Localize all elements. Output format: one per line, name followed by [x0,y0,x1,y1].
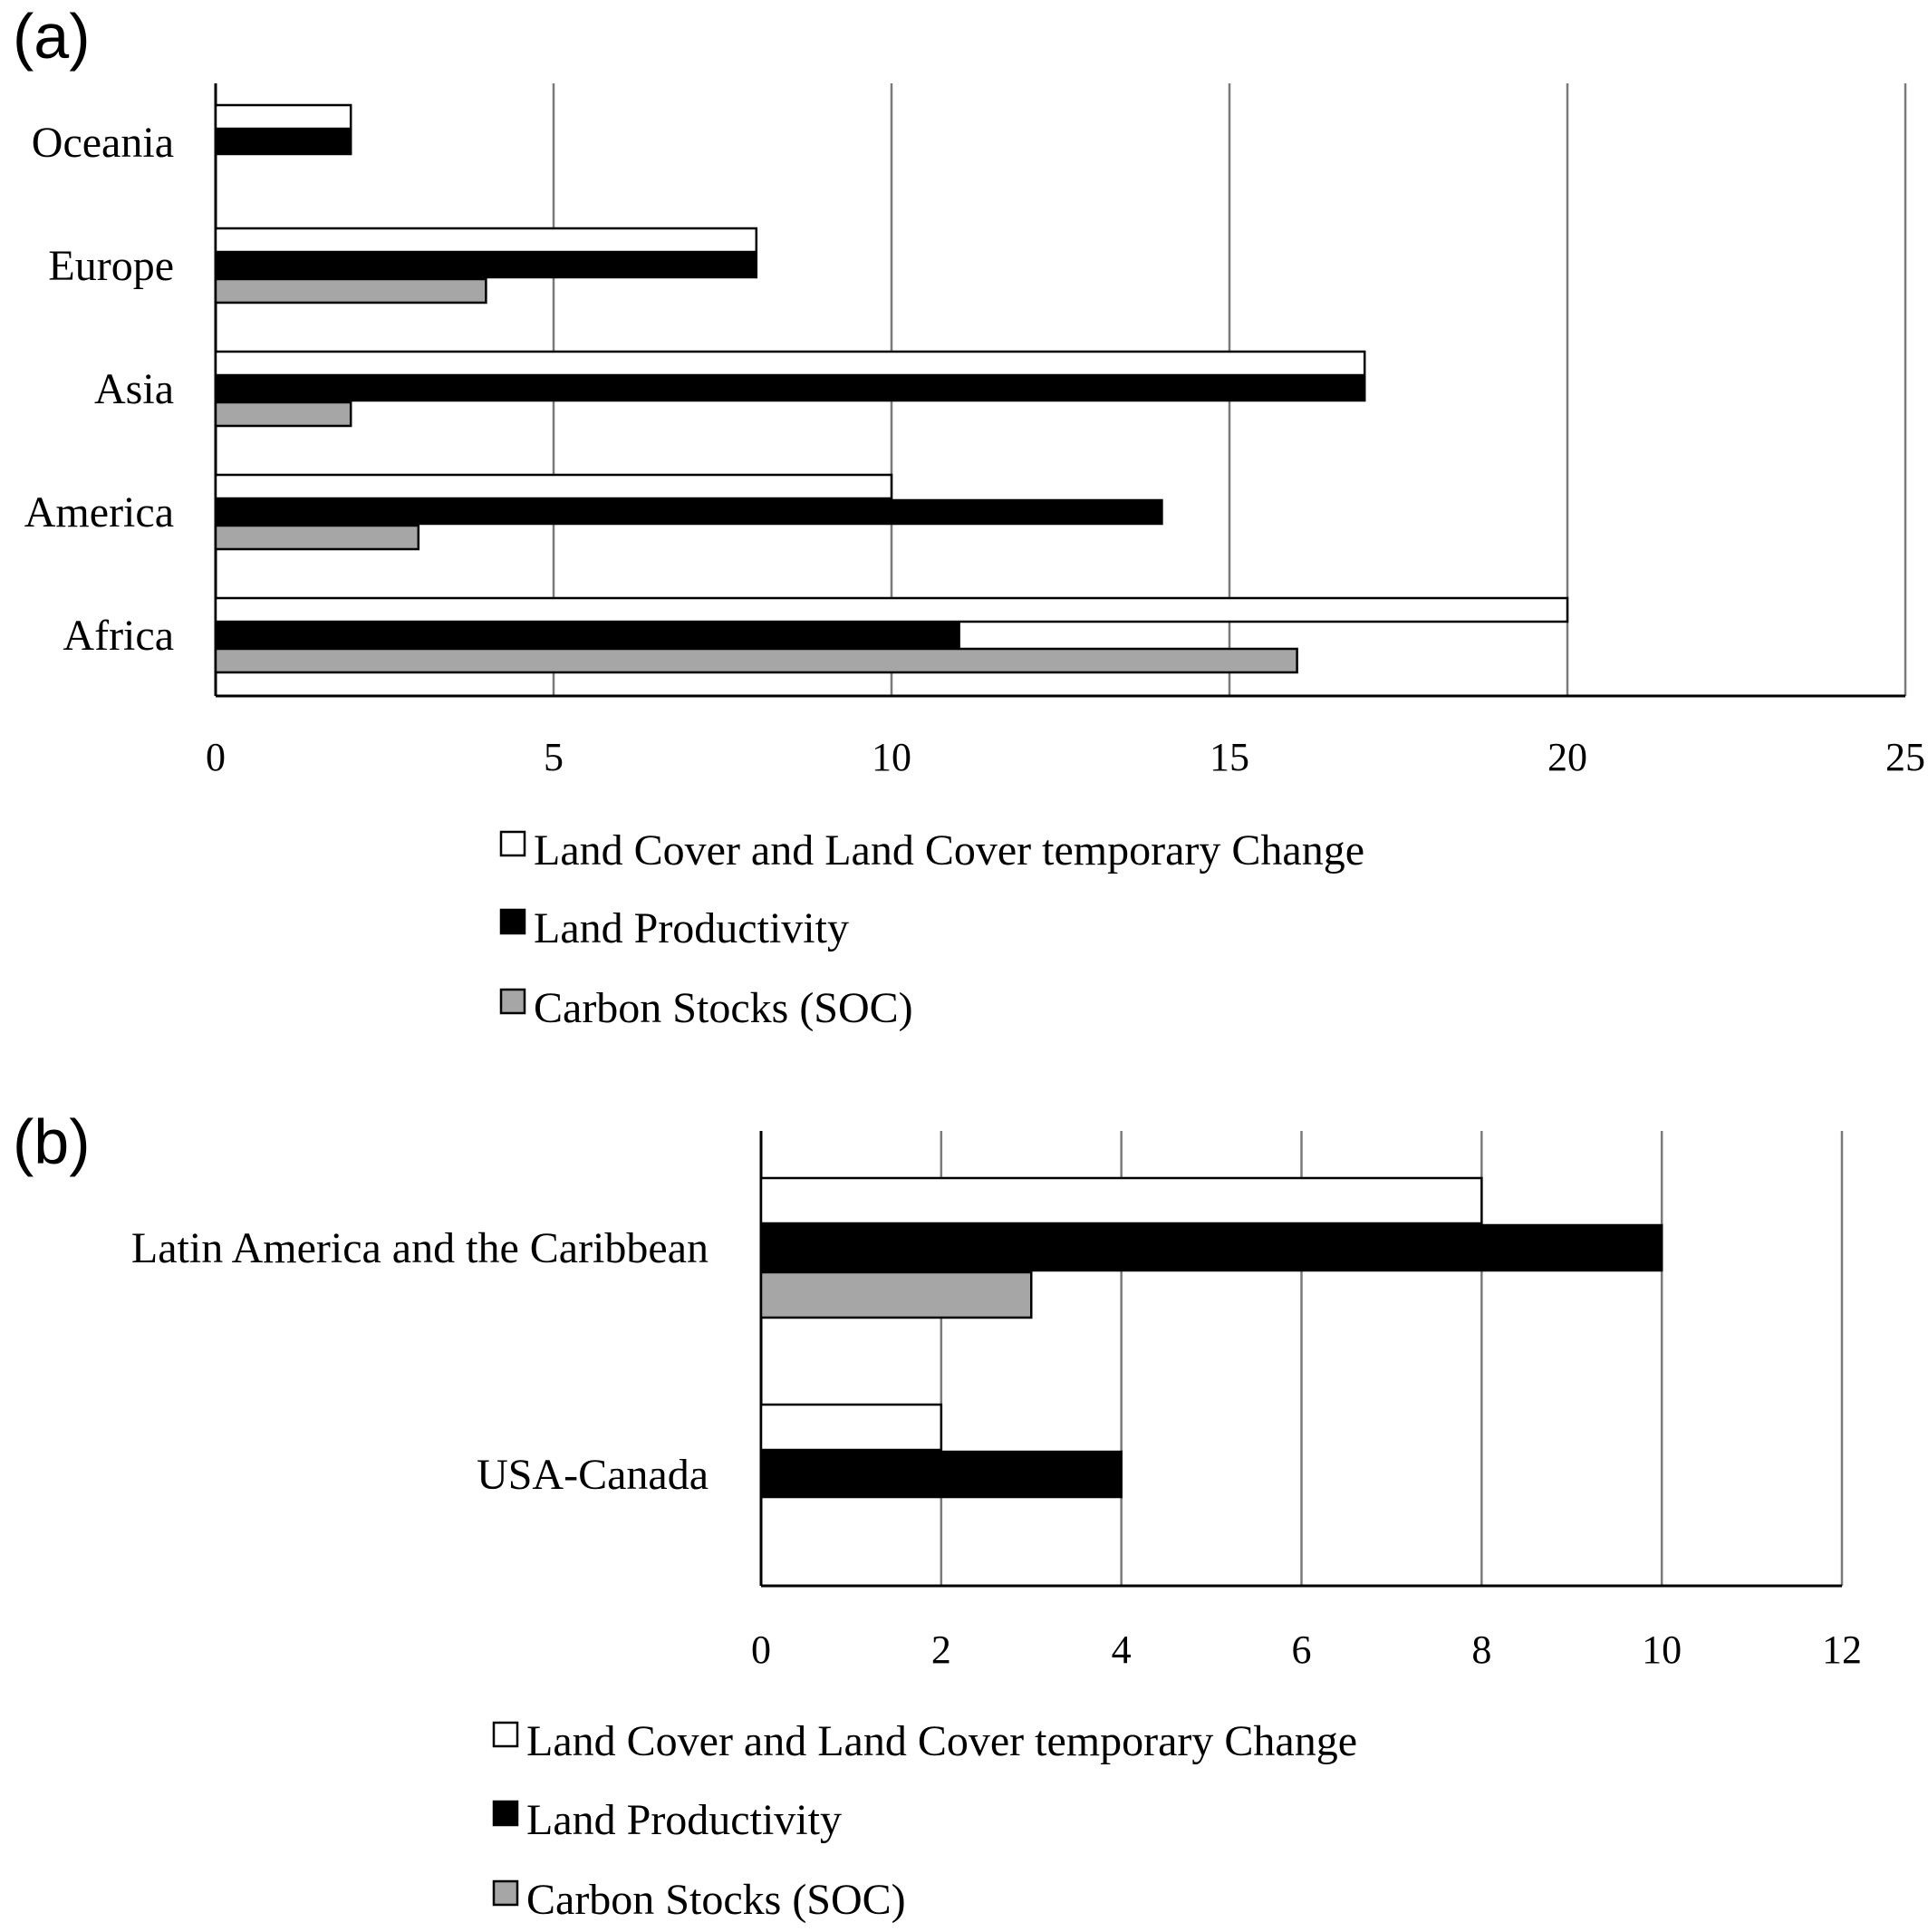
bar-2-2 [214,401,352,428]
category-label: Europe [48,242,174,290]
legend-swatch [499,988,526,1015]
x-tick-label: 6 [1292,1628,1312,1672]
bar-4-2 [214,647,1298,674]
x-tick-label: 10 [1642,1628,1682,1672]
category-label: Asia [94,365,174,413]
legend-swatch [492,1800,519,1827]
chart-panel-b: (b) 0 2 4 6 8 10 12 Latin America and the Caribb… [13,1106,1862,1924]
legend-label: Carbon Stocks (SOC) [534,984,913,1032]
bar-0-0 [759,1176,1483,1225]
bar-0-0 [214,103,352,130]
category-label: America [24,488,174,536]
x-tick-label: 10 [872,735,911,779]
legend-label: Land Productivity [526,1796,842,1844]
bar-0-2 [759,1270,1033,1319]
x-tick-label: 20 [1547,735,1587,779]
x-tick-label: 0 [751,1628,771,1672]
legend-swatch [492,1721,519,1748]
category-label: Africa [63,612,174,660]
bar-2-1 [214,375,1366,402]
category-label: USA-Canada [477,1451,709,1499]
bar-4-1 [214,622,960,649]
panel-label: (a) [13,1,91,72]
x-tick-label: 12 [1822,1628,1862,1672]
legend-label: Land Cover and Land Cover temporary Chan… [534,826,1364,874]
bar-3-0 [214,473,893,500]
legend-swatch [499,908,526,935]
x-tick-label: 4 [1112,1628,1132,1672]
x-tick-label: 0 [206,735,226,779]
x-tick-label: 15 [1210,735,1249,779]
bar-0-1 [759,1223,1663,1272]
legend-label: Land Productivity [534,904,849,952]
legend-swatch [499,830,526,857]
bar-4-0 [214,596,1569,623]
x-tick-label: 25 [1885,735,1925,779]
legend-label: Carbon Stocks (SOC) [526,1876,906,1924]
bar-1-1 [214,252,758,279]
x-tick-label: 8 [1471,1628,1491,1672]
bar-1-2 [214,277,487,304]
x-tick-label: 5 [544,735,564,779]
chart-panel-a: (a) 0 5 10 15 20 25 Oceania Europe Asia America Afr… [13,1,1925,1032]
bar-0-1 [214,129,352,156]
legend-label: Land Cover and Land Cover temporary Chan… [526,1717,1357,1765]
bar-2-0 [214,350,1366,377]
legend-swatch [492,1879,519,1907]
category-label: Oceania [32,119,174,167]
bar-1-0 [759,1403,943,1452]
category-label: Latin America and the Caribbean [131,1224,709,1272]
panel-label: (b) [13,1106,91,1177]
bar-1-1 [759,1450,1123,1499]
bar-3-2 [214,524,420,551]
x-tick-label: 2 [931,1628,951,1672]
bar-1-0 [214,227,758,254]
bar-3-1 [214,498,1163,526]
